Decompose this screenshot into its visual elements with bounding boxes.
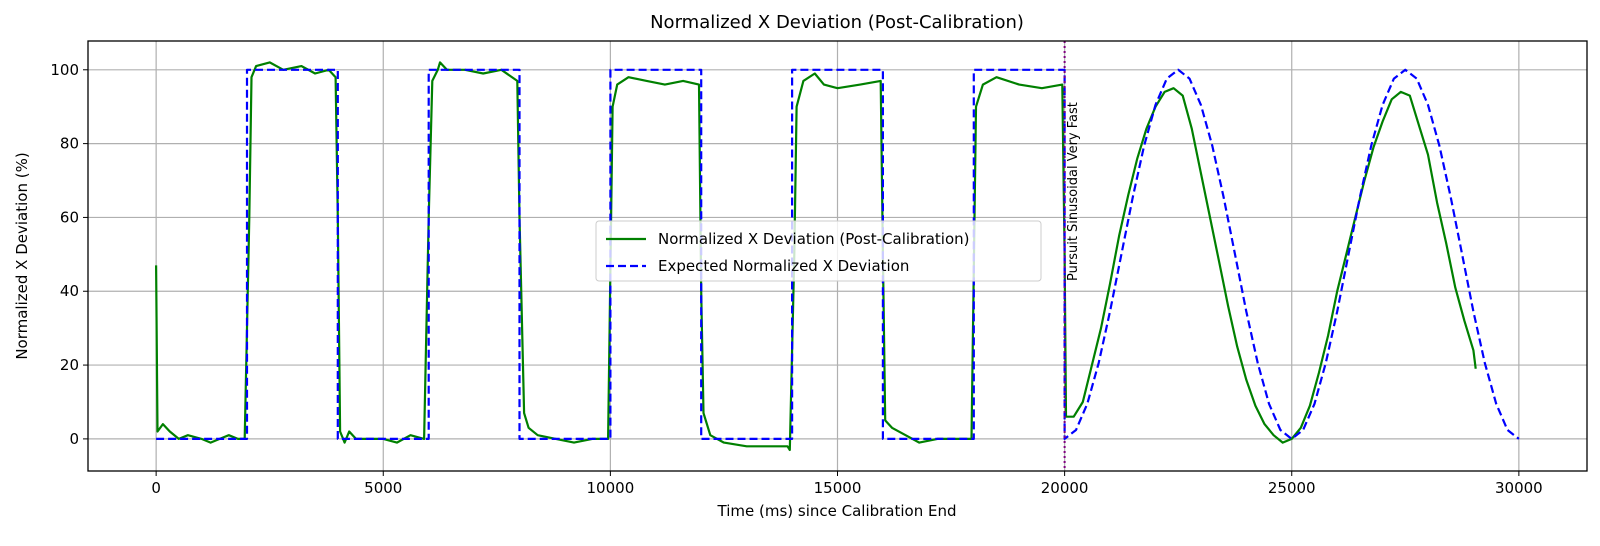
x-tick-label: 10000: [587, 479, 635, 497]
x-tick-label: 0: [151, 479, 161, 497]
y-axis-label: Normalized X Deviation (%): [13, 152, 31, 359]
series-line-expected: [156, 68, 1520, 440]
y-tick-label: 40: [60, 282, 79, 300]
chart-title: Normalized X Deviation (Post-Calibration…: [650, 12, 1024, 33]
series-line-post-calibration: [155, 61, 1477, 452]
ticks: 0 5000 10000 15000 20000 25000 30000 0 20 40 60 80 1…: [50, 61, 1542, 497]
x-tick-label: 5000: [364, 479, 402, 497]
plot-area: [155, 41, 1520, 471]
y-tick-label: 100: [50, 61, 79, 79]
x-tick-label: 25000: [1268, 479, 1316, 497]
y-tick-label: 0: [69, 430, 79, 448]
x-tick-label: 30000: [1495, 479, 1543, 497]
x-tick-label: 15000: [814, 479, 862, 497]
annotation-label: Pursuit Sinusoidal Very Fast: [1066, 102, 1081, 281]
y-tick-label: 80: [60, 135, 79, 153]
legend: Normalized X Deviation (Post-Calibration…: [595, 220, 1042, 282]
legend-label-expected: Expected Normalized X Deviation: [658, 257, 909, 275]
y-tick-label: 20: [60, 356, 79, 374]
legend-label-post-calibration: Normalized X Deviation (Post-Calibration…: [658, 230, 970, 248]
y-tick-label: 60: [60, 208, 79, 226]
legend-box: [595, 220, 1042, 282]
x-axis-label: Time (ms) since Calibration End: [717, 502, 957, 520]
x-tick-label: 20000: [1041, 479, 1089, 497]
